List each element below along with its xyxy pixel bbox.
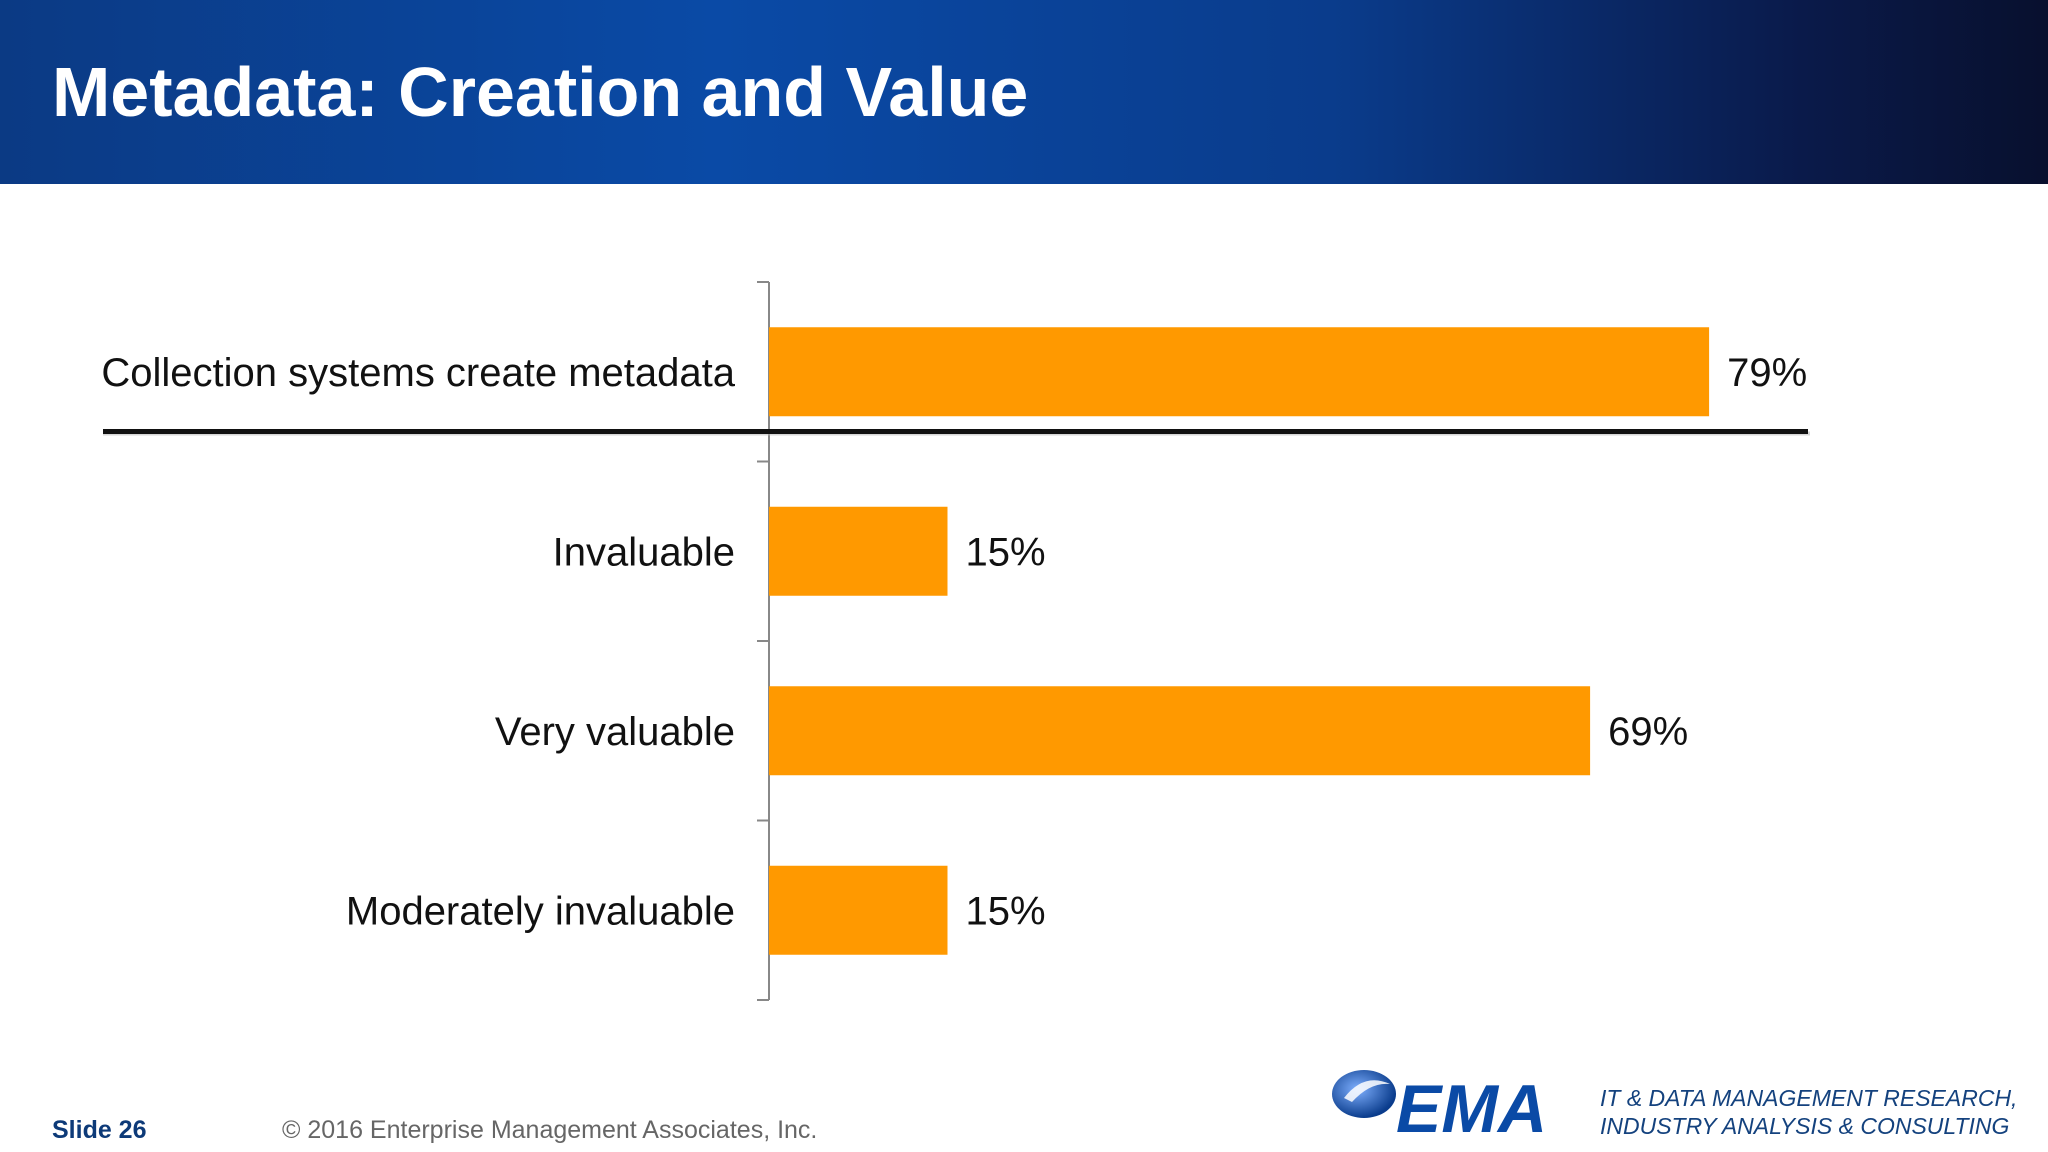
bar [769,686,1591,776]
data-label: 15% [966,889,1046,933]
category-label: Moderately invaluable [346,889,735,933]
data-label: 15% [966,530,1046,574]
logo-text: EMA [1396,1071,1547,1140]
logo-swoosh-icon [1332,1070,1396,1118]
tagline: IT & DATA MANAGEMENT RESEARCH, INDUSTRY … [1600,1084,2017,1140]
category-label: Invaluable [553,530,735,574]
chart-bars [769,327,1710,955]
slide-number: Slide 26 [52,1116,147,1144]
chart-axis [757,281,770,1001]
bar [769,506,948,596]
category-label: Collection systems create metadata [101,351,735,395]
bar [769,865,948,955]
data-label: 79% [1727,351,1807,395]
category-label: Very valuable [495,710,735,754]
header-banner: Metadata: Creation and Value [0,0,2048,184]
chart-separator [103,429,1810,436]
page-title: Metadata: Creation and Value [52,53,1029,131]
copyright-notice: © 2016 Enterprise Management Associates,… [282,1116,818,1144]
bar [769,327,1710,417]
tagline-line-1: IT & DATA MANAGEMENT RESEARCH, [1600,1085,2018,1111]
data-label: 69% [1608,710,1688,754]
chart-labels: Collection systems create metadata 79% Inv… [101,351,1807,934]
tagline-line-2: INDUSTRY ANALYSIS & CONSULTING [1600,1113,2010,1139]
ema-logo: EMA [1332,1070,1547,1140]
